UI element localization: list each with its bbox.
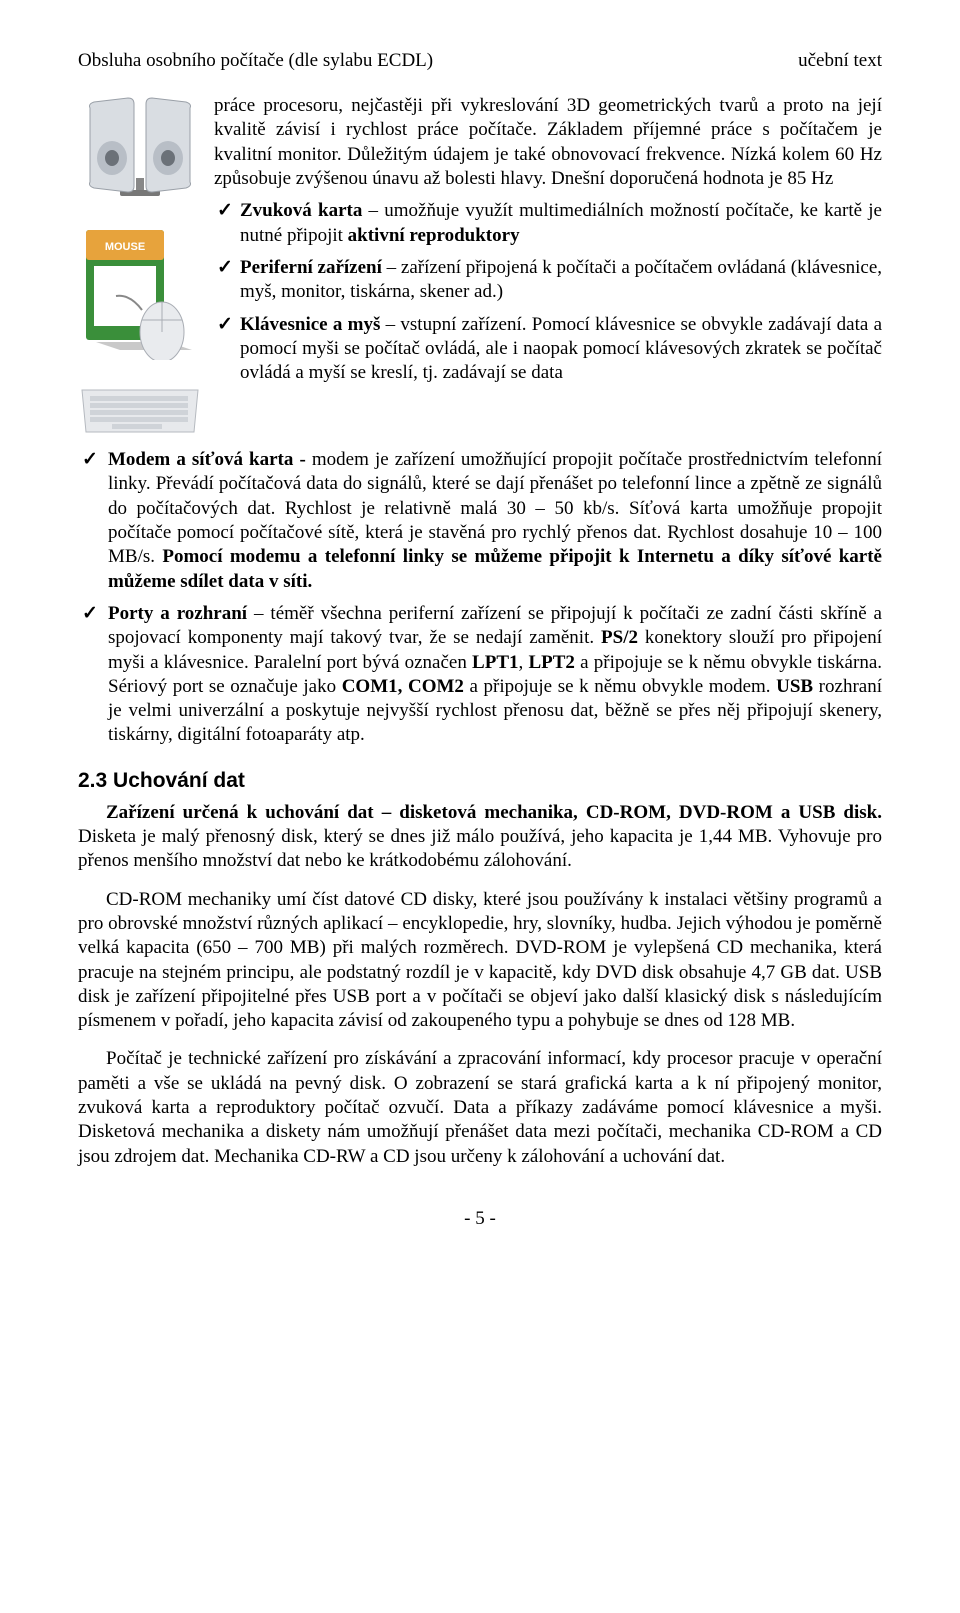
item-lead: Klávesnice a myš bbox=[240, 314, 380, 335]
list-item: Klávesnice a myš – vstupní zařízení. Pom… bbox=[214, 313, 882, 386]
svg-text:MOUSE: MOUSE bbox=[105, 241, 145, 253]
header-left: Obsluha osobního počítače (dle sylabu EC… bbox=[78, 50, 433, 72]
body-paragraph: Počítač je technické zařízení pro získáv… bbox=[78, 1047, 882, 1169]
intro-paragraph: práce procesoru, nejčastěji při vykreslo… bbox=[214, 94, 882, 191]
header-right: učební text bbox=[798, 50, 882, 72]
content: MOUSE bbox=[78, 94, 882, 1231]
item-lead: Zvuková karta bbox=[240, 200, 362, 221]
page-header: Obsluha osobního počítače (dle sylabu EC… bbox=[78, 50, 882, 72]
mouse-box-icon: MOUSE bbox=[78, 224, 202, 360]
intro-block: MOUSE bbox=[78, 94, 882, 438]
intro-text-column: práce procesoru, nejčastěji při vykreslo… bbox=[214, 94, 882, 438]
item-lead: Periferní zařízení bbox=[240, 257, 382, 278]
page: Obsluha osobního počítače (dle sylabu EC… bbox=[0, 0, 960, 1281]
body-paragraph: Zařízení určená k uchování dat – disketo… bbox=[78, 801, 882, 874]
item-tail: aktivní reproduktory bbox=[348, 225, 520, 246]
side-check-list: Zvuková karta – umožňuje využít multimed… bbox=[214, 199, 882, 385]
image-column: MOUSE bbox=[78, 94, 202, 438]
list-item: Modem a síťová karta - modem je zařízení… bbox=[78, 448, 882, 594]
section-heading: 2.3 Uchování dat bbox=[78, 768, 882, 795]
full-check-list: Modem a síťová karta - modem je zařízení… bbox=[78, 448, 882, 748]
list-item: Zvuková karta – umožňuje využít multimed… bbox=[214, 199, 882, 248]
page-number: - 5 - bbox=[78, 1207, 882, 1231]
list-item: Periferní zařízení – zařízení připojená … bbox=[214, 256, 882, 305]
speakers-icon bbox=[78, 94, 202, 202]
list-item: Porty a rozhraní – téměř všechna perifer… bbox=[78, 602, 882, 748]
keyboard-icon bbox=[78, 382, 202, 438]
body-paragraph: CD-ROM mechaniky umí číst datové CD disk… bbox=[78, 888, 882, 1034]
